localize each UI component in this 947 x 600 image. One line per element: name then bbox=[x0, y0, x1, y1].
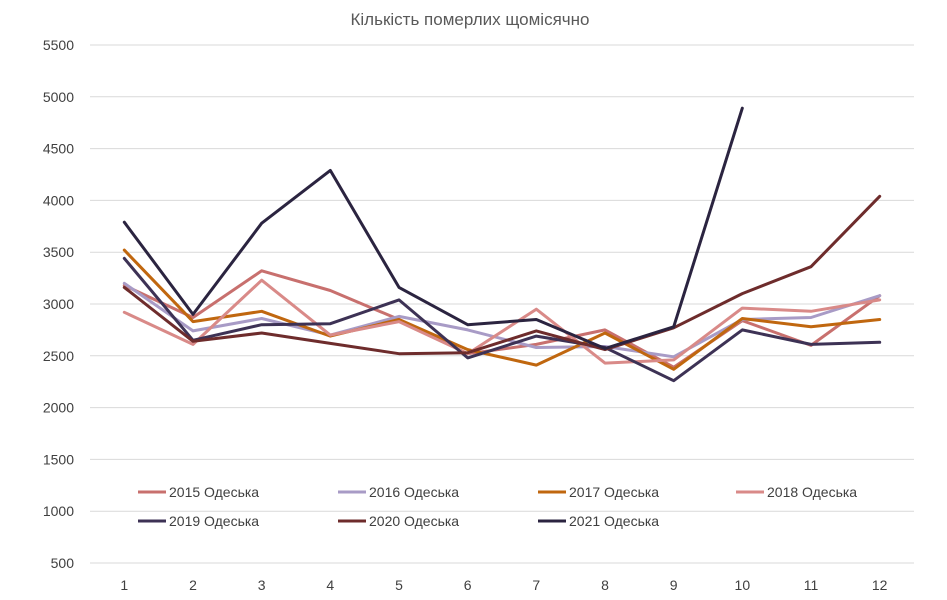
y-tick-label: 3500 bbox=[43, 244, 74, 260]
x-tick-label: 9 bbox=[670, 577, 678, 593]
legend-item: 2015 Одеська bbox=[138, 484, 259, 500]
series-line-2017 bbox=[122, 248, 882, 371]
series-line-2019 bbox=[122, 256, 882, 383]
legend: 2015 Одеська 2016 Одеська 2017 Одеська 2018… bbox=[138, 484, 857, 529]
legend-item: 2017 Одеська bbox=[538, 484, 659, 500]
y-tick-label: 4000 bbox=[43, 192, 74, 208]
y-tick-label: 1000 bbox=[43, 503, 74, 519]
series-line-2015 bbox=[122, 269, 882, 369]
series-line-2020 bbox=[122, 194, 882, 356]
gridlines bbox=[90, 44, 914, 564]
y-tick-label: 5500 bbox=[43, 37, 74, 53]
y-tick-label: 1500 bbox=[43, 451, 74, 467]
y-tick-label: 5000 bbox=[43, 89, 74, 105]
x-tick-label: 6 bbox=[464, 577, 472, 593]
x-tick-label: 7 bbox=[532, 577, 540, 593]
series-line-2021 bbox=[122, 106, 744, 350]
legend-label: 2016 Одеська bbox=[369, 484, 459, 500]
x-tick-label: 3 bbox=[258, 577, 266, 593]
legend-label: 2021 Одеська bbox=[569, 513, 659, 529]
x-tick-label: 8 bbox=[601, 577, 609, 593]
y-tick-label: 2000 bbox=[43, 400, 74, 416]
legend-label: 2018 Одеська bbox=[767, 484, 857, 500]
y-axis-ticks: 500 1000 1500 2000 2500 3000 3500 4000 4500 5000 5… bbox=[43, 37, 74, 571]
legend-label: 2020 Одеська bbox=[369, 513, 459, 529]
series-lines bbox=[122, 106, 882, 383]
x-tick-label: 11 bbox=[804, 577, 819, 593]
legend-item: 2021 Одеська bbox=[538, 513, 659, 529]
y-tick-label: 2500 bbox=[43, 348, 74, 364]
legend-label: 2019 Одеська bbox=[169, 513, 259, 529]
x-tick-label: 12 bbox=[872, 577, 888, 593]
x-tick-label: 5 bbox=[395, 577, 403, 593]
x-tick-label: 1 bbox=[120, 577, 128, 593]
legend-item: 2016 Одеська bbox=[338, 484, 459, 500]
x-tick-label: 4 bbox=[326, 577, 334, 593]
x-tick-label: 2 bbox=[189, 577, 197, 593]
series-line-2018 bbox=[122, 278, 882, 365]
legend-label: 2015 Одеська bbox=[169, 484, 259, 500]
legend-item: 2018 Одеська bbox=[736, 484, 857, 500]
legend-item: 2019 Одеська bbox=[138, 513, 259, 529]
y-tick-label: 4500 bbox=[43, 141, 74, 157]
legend-item: 2020 Одеська bbox=[338, 513, 459, 529]
legend-label: 2017 Одеська bbox=[569, 484, 659, 500]
x-axis-ticks: 1 2 3 4 5 6 7 8 9 10 11 12 bbox=[120, 577, 887, 593]
x-tick-label: 10 bbox=[735, 577, 751, 593]
y-tick-label: 3000 bbox=[43, 296, 74, 312]
y-tick-label: 500 bbox=[51, 555, 75, 571]
chart-title: Кількість померлих щомісячно bbox=[351, 10, 590, 29]
